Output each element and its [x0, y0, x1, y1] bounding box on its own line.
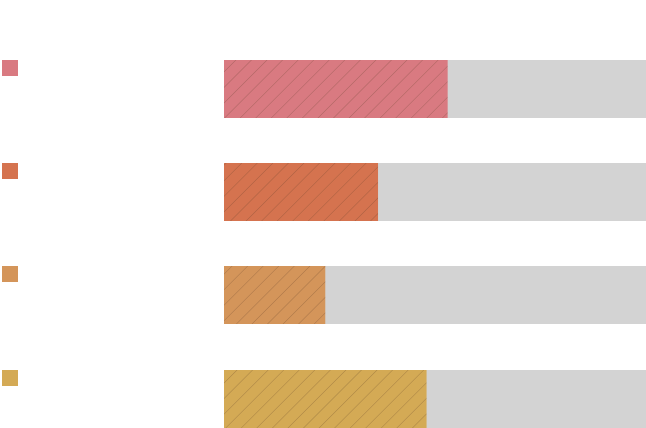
legend-swatch-2 [2, 163, 18, 179]
legend-swatch-3 [2, 266, 18, 282]
bar-hatch-1 [224, 60, 448, 118]
bar-hatch-4 [224, 370, 427, 428]
legend-swatch-1 [2, 60, 18, 76]
bars-group [224, 60, 646, 428]
legend [2, 60, 18, 386]
legend-swatch-4 [2, 370, 18, 386]
bar-hatch-2 [224, 163, 379, 221]
bar-hatch-3 [224, 266, 326, 324]
